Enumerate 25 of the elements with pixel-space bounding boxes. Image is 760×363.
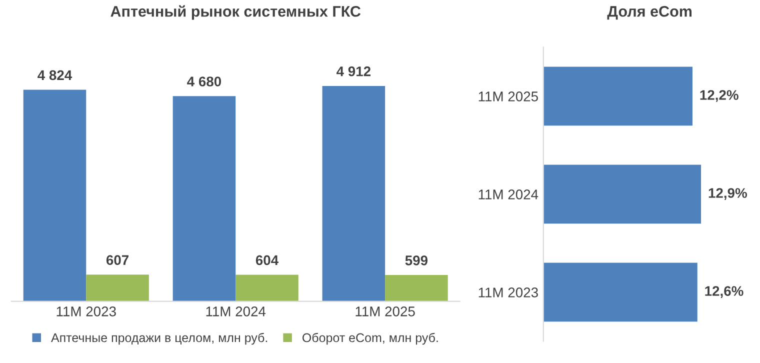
bar <box>322 86 386 302</box>
data-label: 12,6% <box>705 286 744 298</box>
chart-title: Аптечный рынок системных ГКС <box>110 5 361 20</box>
legend-label: Оборот eCom, млн руб. <box>302 332 438 345</box>
bar <box>23 90 86 302</box>
data-label: 4 912 <box>336 66 370 76</box>
y-tick-label: 11M 2024 <box>478 190 538 200</box>
legend-label: Аптечные продажи в целом, млн руб. <box>51 332 268 345</box>
chart-title: Доля eCom <box>607 6 692 20</box>
x-tick-label: 11M 2024 <box>206 306 266 316</box>
y-tick-label: 11M 2023 <box>478 288 538 298</box>
y-tick-label: 11M 2025 <box>478 92 538 102</box>
data-label: 599 <box>405 256 428 266</box>
data-label: 604 <box>256 255 278 266</box>
data-label: 12,2% <box>700 90 738 102</box>
bar <box>385 275 448 302</box>
x-tick-label: 11M 2023 <box>56 306 116 316</box>
bar <box>236 274 298 302</box>
data-label: 4 680 <box>187 76 222 86</box>
data-label: 12,9% <box>708 188 747 200</box>
data-label: 4 824 <box>38 70 72 80</box>
data-label: 607 <box>106 255 128 265</box>
bar <box>86 274 149 302</box>
x-tick-label: 11M 2025 <box>356 306 415 316</box>
bar <box>172 96 236 302</box>
